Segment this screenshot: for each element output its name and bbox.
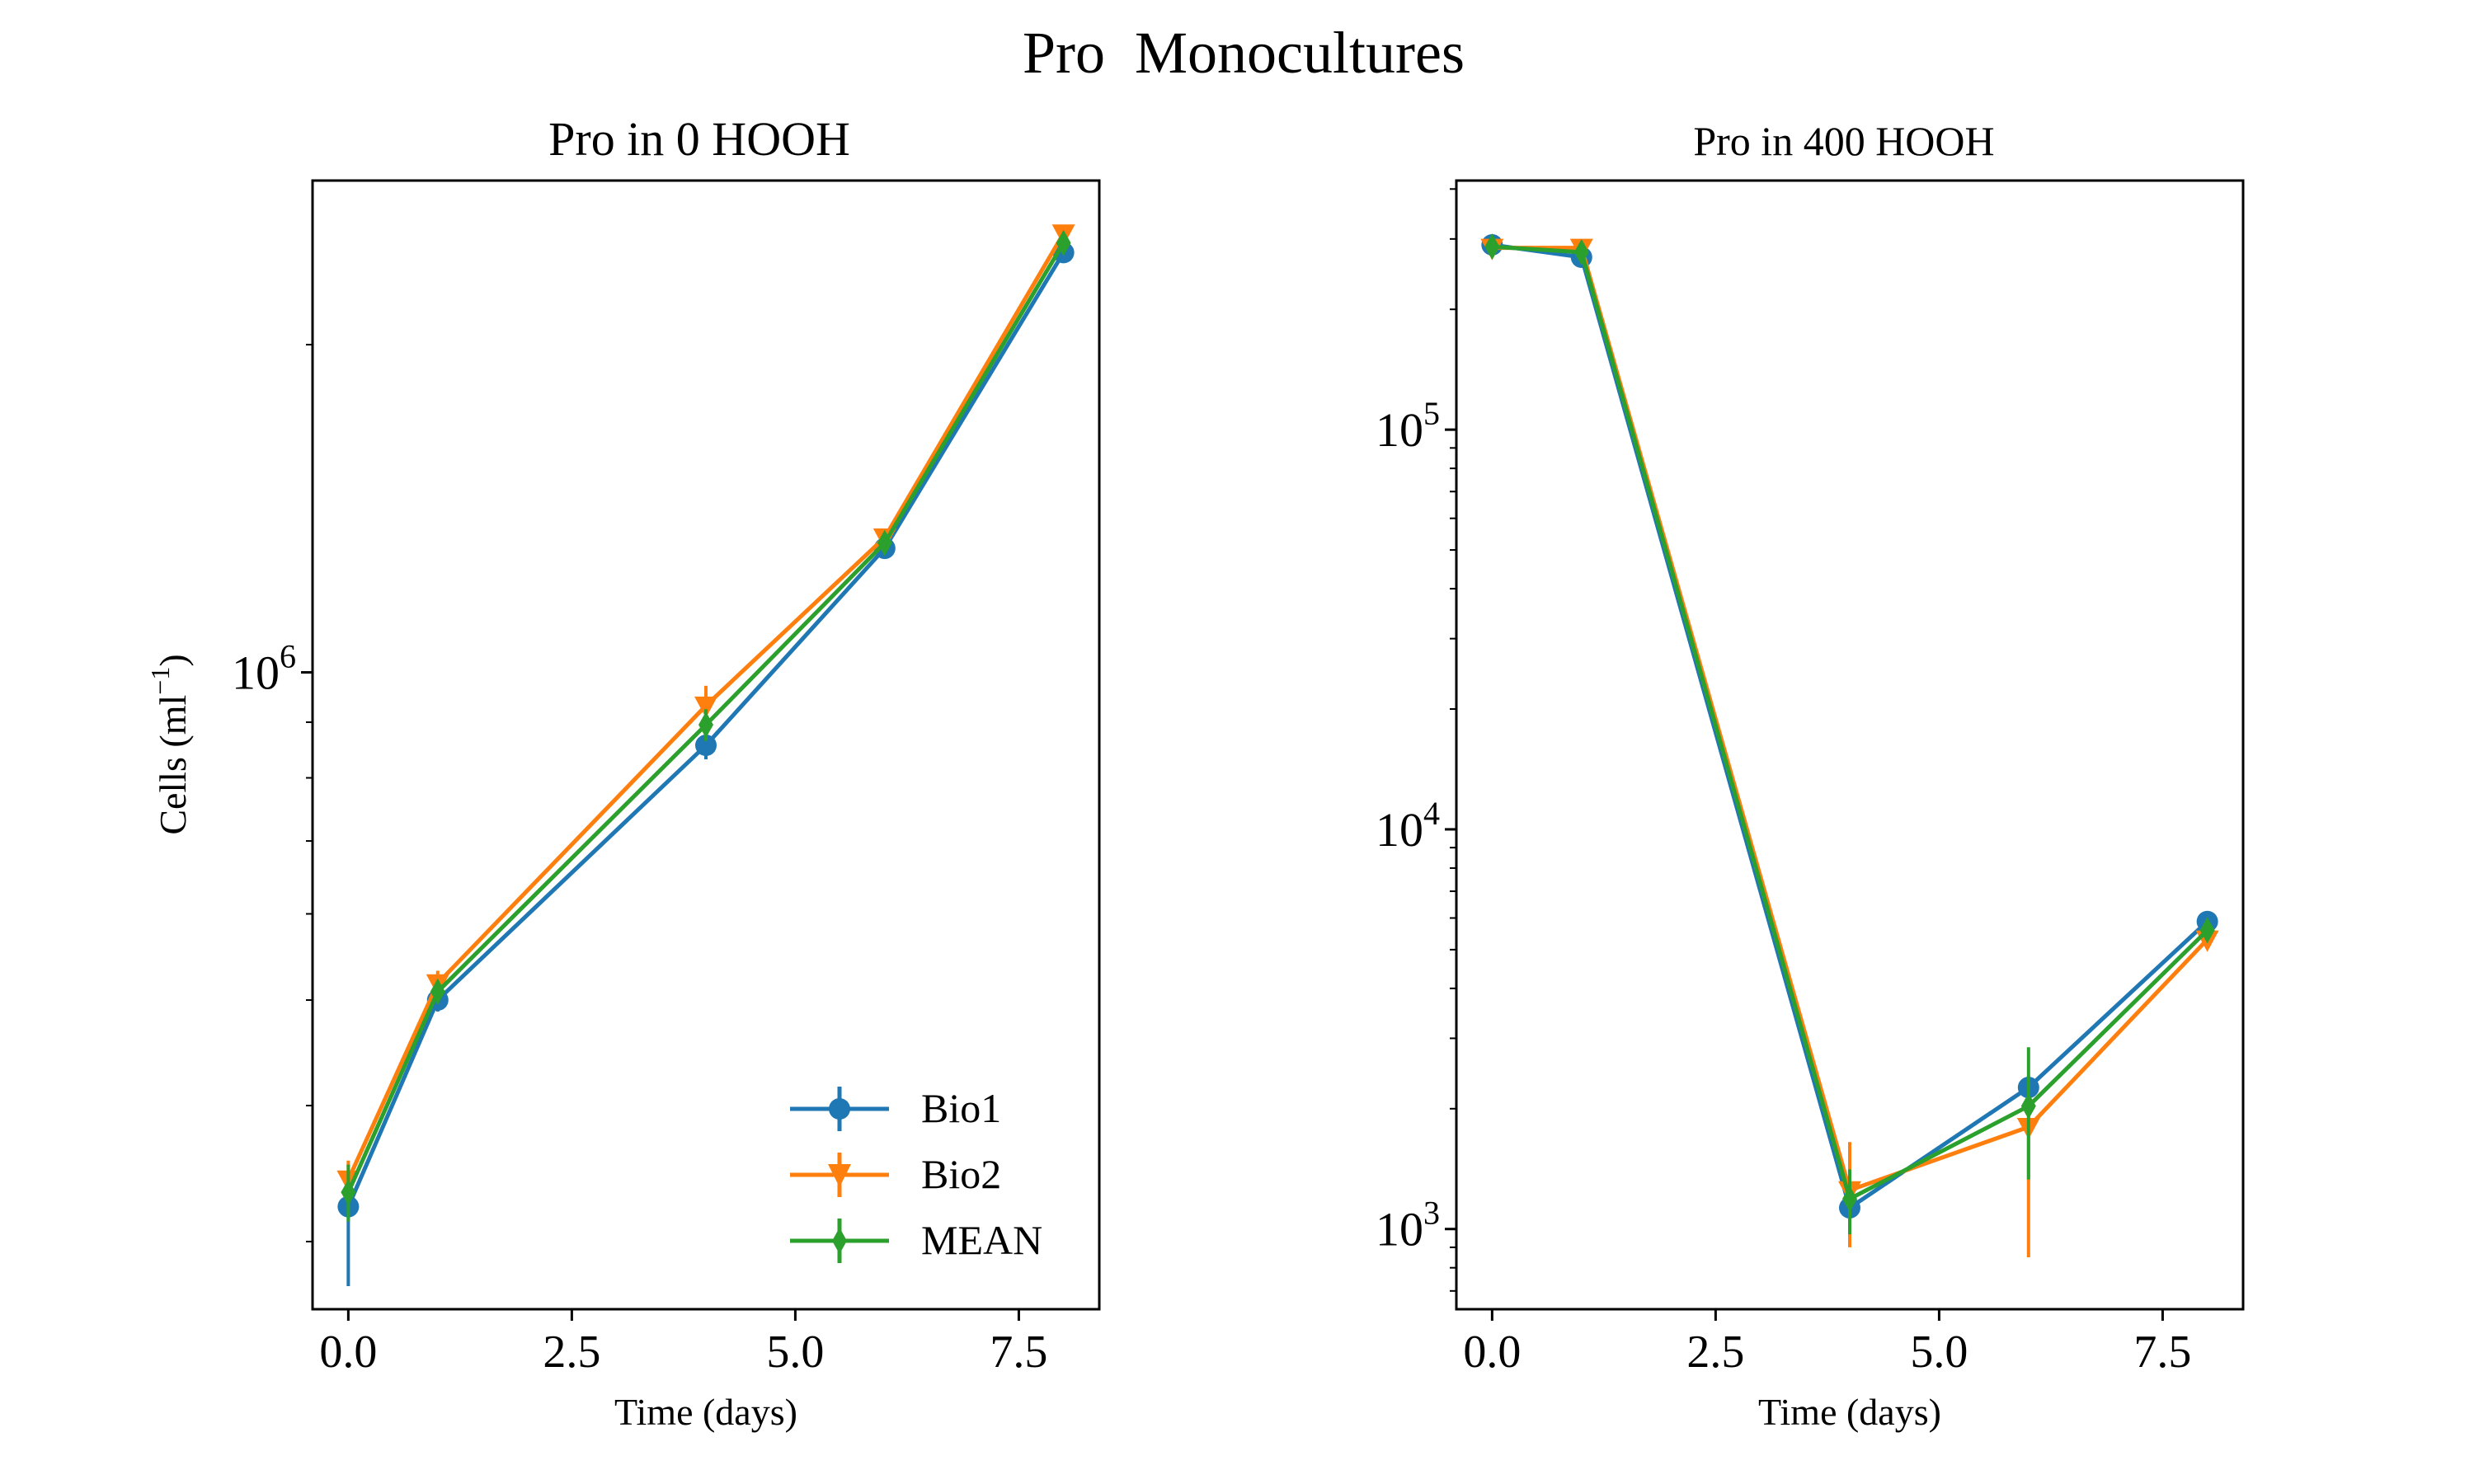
panel-1-axes-frame xyxy=(1455,179,2245,1311)
panel-0-y-axis-label-exponent: −1 xyxy=(145,667,175,695)
y-tick-label: 105 xyxy=(1376,395,1440,457)
series-line-bio1 xyxy=(1492,242,2209,1210)
data-point-bio2 xyxy=(694,696,717,718)
panel-1-x-axis-label: Time (days) xyxy=(1758,1391,1941,1433)
legend-entry-bio2: Bio2 xyxy=(790,1151,1001,1197)
panel-0-y-axis-label-close: ) xyxy=(152,654,194,666)
series-line-bio2 xyxy=(1492,246,2209,1193)
y-tick-label: 106 xyxy=(232,638,296,700)
x-tick-label: 7.5 xyxy=(990,1327,1047,1378)
legend-bio1-label: Bio1 xyxy=(921,1085,1001,1131)
panel-1-plot-area xyxy=(1480,233,2219,1257)
x-tick-label: 7.5 xyxy=(2133,1327,2191,1378)
data-point-mean xyxy=(698,711,713,739)
y-tick-label: 103 xyxy=(1376,1195,1440,1256)
y-tick-label: 104 xyxy=(1376,795,1440,857)
data-point-mean xyxy=(1573,238,1589,265)
panel-0-x-axis-label: Time (days) xyxy=(614,1391,797,1433)
data-point-mean xyxy=(1484,233,1500,261)
legend-bio2-label: Bio2 xyxy=(921,1151,1001,1197)
data-point-mean xyxy=(341,1179,356,1206)
panel-pro-in-400-hooh: Pro in 400 HOOH 0.0 2.5 5.0 7.5 103 104 105 Ti… xyxy=(1376,118,2245,1433)
panel-0-axes-frame xyxy=(311,179,1101,1311)
figure-suptitle: Pro Monocultures xyxy=(1023,20,1465,86)
panel-0-legend: Bio1 Bio2 MEAN xyxy=(790,1085,1042,1263)
panel-0-plot-area xyxy=(336,224,1075,1287)
series-line-mean xyxy=(1492,244,2209,1201)
data-point-mean xyxy=(877,529,892,556)
data-point-mean xyxy=(2020,1092,2036,1120)
data-point-mean xyxy=(1842,1186,1857,1213)
x-tick-label: 2.5 xyxy=(1686,1327,1744,1378)
legend-mean-label: MEAN xyxy=(921,1217,1042,1263)
panel-0-ticks: 0.0 2.5 5.0 7.5 106 xyxy=(232,344,1047,1378)
panel-1-ticks: 0.0 2.5 5.0 7.5 103 104 105 xyxy=(1376,188,2191,1378)
data-point-mean xyxy=(1056,229,1071,256)
x-tick-label: 0.0 xyxy=(319,1327,377,1378)
data-point-mean xyxy=(430,978,445,1005)
x-tick-label: 0.0 xyxy=(1463,1327,1521,1378)
x-tick-label: 5.0 xyxy=(766,1327,824,1378)
legend-entry-mean: MEAN xyxy=(790,1217,1042,1263)
legend-bio1-marker xyxy=(829,1098,850,1120)
data-point-bio1 xyxy=(695,735,717,757)
panel-pro-in-0-hooh: Pro in 0 HOOH 0.0 2.5 5.0 7.5 106 Time (days… xyxy=(145,112,1101,1433)
legend-entry-bio1: Bio1 xyxy=(790,1085,1001,1131)
legend-bio2-marker xyxy=(828,1164,851,1187)
panel-1-title: Pro in 400 HOOH xyxy=(1693,118,1994,164)
panel-0-y-axis-label-base: Cells (ml xyxy=(152,695,194,835)
legend-mean-marker xyxy=(832,1228,847,1254)
x-tick-label: 2.5 xyxy=(543,1327,600,1378)
data-point-mean xyxy=(2199,917,2215,944)
panel-0-title: Pro in 0 HOOH xyxy=(548,112,850,166)
panel-0-y-axis-label: Cells (ml−1) xyxy=(145,654,194,834)
x-tick-label: 5.0 xyxy=(1910,1327,1968,1378)
